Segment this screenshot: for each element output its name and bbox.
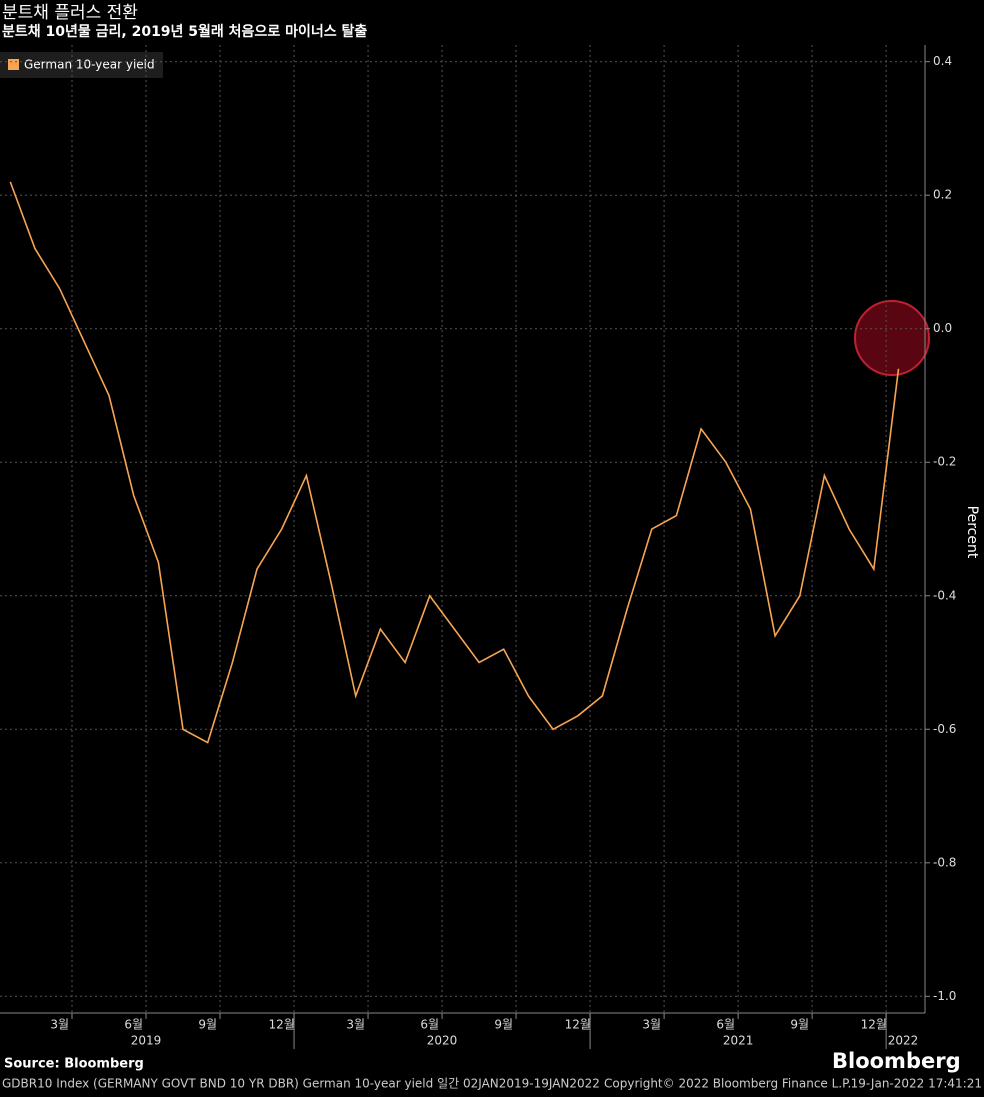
chart-title: 분트채 플러스 전환	[2, 3, 138, 23]
x-tick-label: 6월	[124, 1018, 143, 1032]
x-tick-label: 12월	[861, 1018, 887, 1032]
footer-timestamp: 19-Jan-2022 17:41:21	[851, 1077, 982, 1091]
y-tick-label: -1.0	[933, 989, 956, 1003]
x-tick-label: 9월	[198, 1018, 217, 1032]
line-series	[9, 181, 900, 744]
x-tick-label: 6월	[716, 1018, 735, 1032]
source: Source: Bloomberg	[4, 1057, 144, 1072]
y-tick-label: -0.8	[933, 855, 956, 869]
x-year-label: 2022	[888, 1034, 919, 1048]
x-tick-label: 3월	[642, 1018, 661, 1032]
y-tick-label: -0.4	[933, 588, 956, 602]
x-tick-label: 3월	[346, 1018, 365, 1032]
y-axis-label: Percent	[964, 506, 980, 559]
chart-subtitle: 분트채 10년물 금리, 2019년 5월래 처음으로 마이너스 탈출	[2, 23, 367, 40]
x-tick-label: 9월	[790, 1018, 809, 1032]
y-tick-label: 0.0	[933, 321, 952, 335]
legend-swatch	[8, 59, 19, 70]
highlight-circle	[854, 300, 930, 376]
x-year-label: 2019	[131, 1034, 162, 1048]
x-tick-label: 3월	[50, 1018, 69, 1032]
x-year-label: 2020	[427, 1034, 458, 1048]
legend-label: German 10-year yield	[24, 58, 155, 72]
x-year-label: 2021	[723, 1034, 754, 1048]
footer-copyright: Copyright© 2022 Bloomberg Finance L.P.	[604, 1077, 851, 1091]
y-tick-label: 0.2	[933, 188, 952, 202]
footer-left: GDBR10 Index (GERMANY GOVT BND 10 YR DBR…	[2, 1077, 600, 1091]
x-tick-label: 6월	[420, 1018, 439, 1032]
brand-logo: Bloomberg	[832, 1049, 961, 1073]
legend-box	[0, 52, 163, 78]
x-tick-label: 9월	[494, 1018, 513, 1032]
y-tick-label: -0.6	[933, 722, 956, 736]
x-tick-label: 12월	[269, 1018, 295, 1032]
y-tick-label: -0.2	[933, 455, 956, 469]
y-tick-label: 0.4	[933, 54, 952, 68]
x-tick-label: 12월	[565, 1018, 591, 1032]
